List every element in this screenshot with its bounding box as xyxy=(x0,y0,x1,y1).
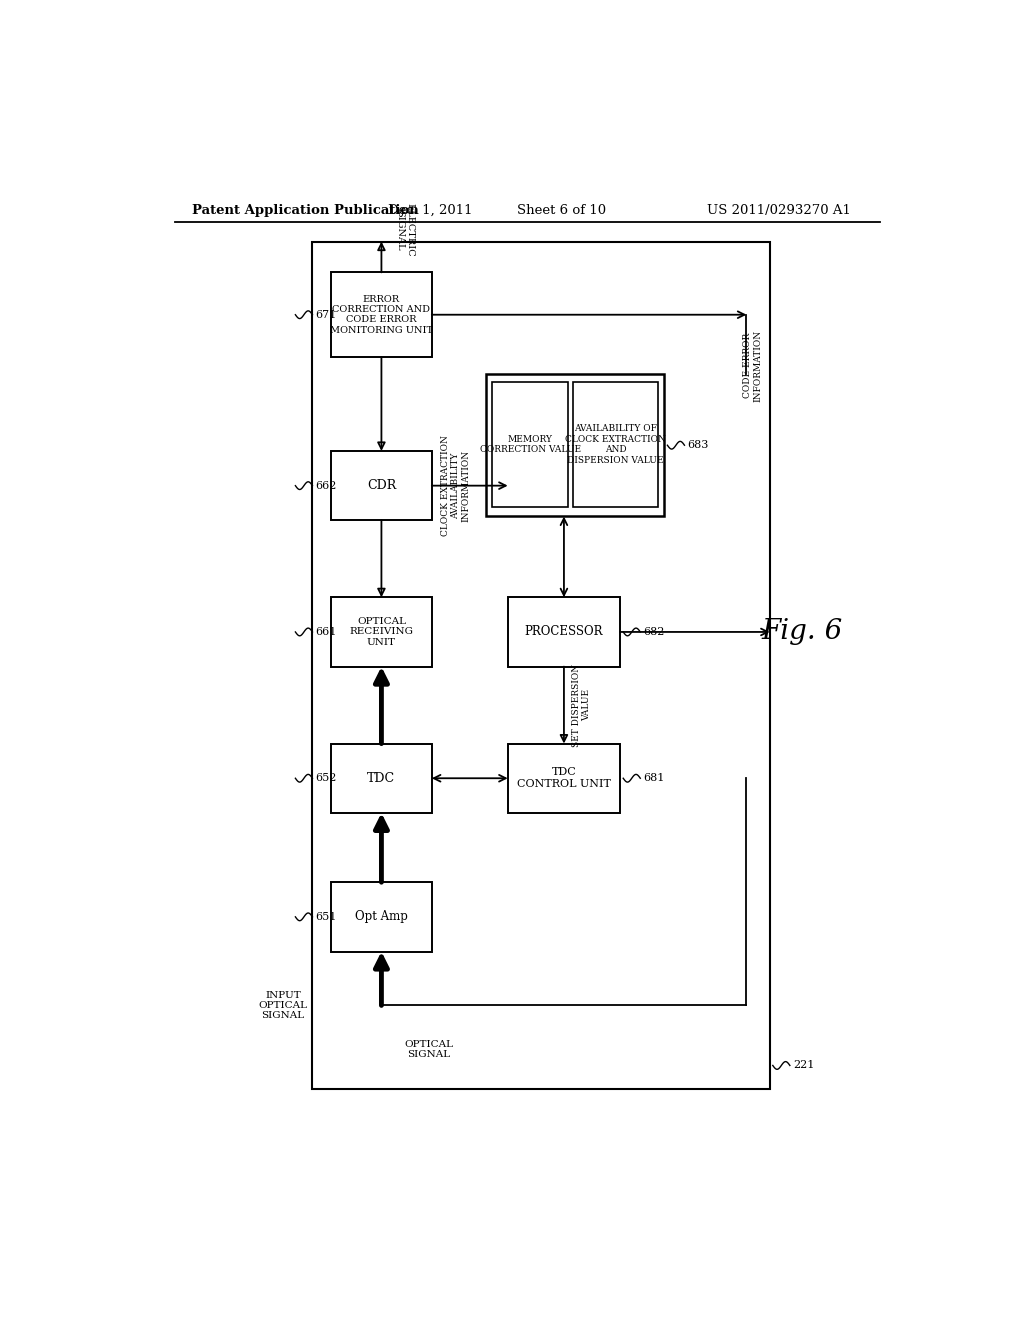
Text: CODE ERROR
INFORMATION: CODE ERROR INFORMATION xyxy=(743,330,762,401)
Bar xyxy=(331,743,432,813)
Text: TDC
CONTROL UNIT: TDC CONTROL UNIT xyxy=(517,767,611,789)
Bar xyxy=(508,743,621,813)
Text: Dec. 1, 2011: Dec. 1, 2011 xyxy=(388,205,472,218)
Text: ELECTRIC
SIGNAL: ELECTRIC SIGNAL xyxy=(395,203,415,257)
Text: TDC: TDC xyxy=(368,772,395,785)
Text: CLOCK EXTRACTION
AVAILABILITY
INFORMATION: CLOCK EXTRACTION AVAILABILITY INFORMATIO… xyxy=(441,436,471,536)
Bar xyxy=(331,597,432,667)
Text: OPTICAL
RECEIVING
UNIT: OPTICAL RECEIVING UNIT xyxy=(349,616,414,647)
Text: ERROR
CORRECTION AND
CODE ERROR
MONITORING UNIT: ERROR CORRECTION AND CODE ERROR MONITORI… xyxy=(330,294,433,335)
Bar xyxy=(331,272,432,358)
Text: 682: 682 xyxy=(643,627,665,638)
Text: 661: 661 xyxy=(315,627,337,638)
Text: SET DISPERSION
VALUE: SET DISPERSION VALUE xyxy=(571,664,591,747)
Text: 683: 683 xyxy=(687,441,709,450)
Bar xyxy=(486,374,665,516)
Text: 221: 221 xyxy=(793,1060,814,1071)
Text: US 2011/0293270 A1: US 2011/0293270 A1 xyxy=(707,205,851,218)
Text: AVAILABILITY OF
CLOCK EXTRACTION
AND
DISPERSION VALUE: AVAILABILITY OF CLOCK EXTRACTION AND DIS… xyxy=(565,424,666,465)
Text: Opt Amp: Opt Amp xyxy=(355,911,408,924)
Bar xyxy=(331,882,432,952)
Text: OPTICAL
SIGNAL: OPTICAL SIGNAL xyxy=(404,1040,454,1060)
Text: 671: 671 xyxy=(315,310,337,319)
Text: PROCESSOR: PROCESSOR xyxy=(524,626,603,639)
Text: INPUT
OPTICAL
SIGNAL: INPUT OPTICAL SIGNAL xyxy=(258,990,307,1020)
Text: 652: 652 xyxy=(315,774,337,783)
Text: Patent Application Publication: Patent Application Publication xyxy=(191,205,418,218)
Bar xyxy=(312,242,770,1089)
Text: Sheet 6 of 10: Sheet 6 of 10 xyxy=(517,205,606,218)
Bar xyxy=(572,381,658,507)
Text: 681: 681 xyxy=(643,774,665,783)
Text: CDR: CDR xyxy=(367,479,396,492)
Text: 651: 651 xyxy=(315,912,337,921)
Text: Fig. 6: Fig. 6 xyxy=(762,619,843,645)
Bar xyxy=(508,597,621,667)
Bar xyxy=(331,451,432,520)
Bar xyxy=(493,381,568,507)
Text: 662: 662 xyxy=(315,480,337,491)
Text: MEMORY
CORRECTION VALUE: MEMORY CORRECTION VALUE xyxy=(479,434,581,454)
